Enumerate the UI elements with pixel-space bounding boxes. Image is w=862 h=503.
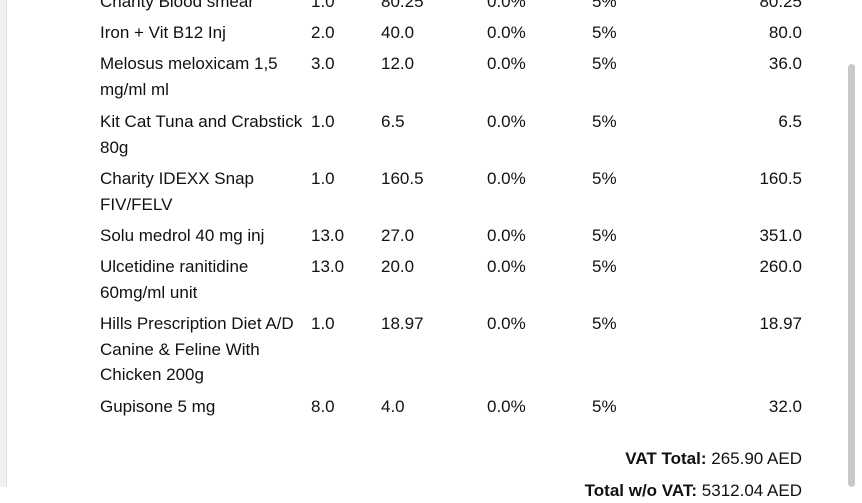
line-total: 260.0 bbox=[759, 257, 802, 276]
unit-price: 6.5 bbox=[381, 112, 405, 131]
total-value: 5312.04 AED bbox=[701, 481, 802, 500]
total-label: Total w/o VAT: bbox=[584, 481, 698, 500]
item-name: Solu medrol 40 mg inj bbox=[100, 226, 265, 245]
unit-price: 4.0 bbox=[381, 397, 405, 416]
total-line: VAT Total: 265.90 AED bbox=[625, 446, 802, 471]
item-name: Charity IDEXX Snap FIV/FELV bbox=[100, 169, 255, 214]
total-value: 265.90 AED bbox=[711, 449, 802, 468]
item-name: Ulcetidine ranitidine 60mg/ml unit bbox=[100, 257, 249, 302]
unit-price: 27.0 bbox=[381, 226, 415, 245]
vat-rate: 5% bbox=[592, 23, 617, 42]
item-name: Gupisone 5 mg bbox=[100, 397, 216, 416]
discount: 0.0% bbox=[487, 23, 526, 42]
item-name: Hills Prescription Diet A/D Canine & Fel… bbox=[100, 314, 294, 384]
line-total: 32.0 bbox=[768, 397, 802, 416]
discount: 0.0% bbox=[487, 314, 526, 333]
unit-price: 80.25 bbox=[381, 0, 424, 11]
vat-rate: 5% bbox=[592, 0, 617, 11]
line-total: 160.5 bbox=[759, 169, 802, 188]
item-name: Iron + Vit B12 Inj bbox=[100, 23, 226, 42]
vat-rate: 5% bbox=[592, 54, 617, 73]
vat-rate: 5% bbox=[592, 169, 617, 188]
discount: 0.0% bbox=[487, 0, 526, 11]
item-name: Kit Cat Tuna and Crabstick 80g bbox=[100, 112, 303, 157]
total-label: VAT Total: bbox=[625, 449, 707, 468]
line-total: 351.0 bbox=[759, 226, 802, 245]
discount: 0.0% bbox=[487, 112, 526, 131]
item-name: Melosus meloxicam 1,5 mg/ml ml bbox=[100, 54, 278, 99]
unit-price: 18.97 bbox=[381, 314, 424, 333]
discount: 0.0% bbox=[487, 397, 526, 416]
scrollbar[interactable] bbox=[848, 64, 855, 487]
quantity: 13.0 bbox=[311, 226, 345, 245]
line-total: 18.97 bbox=[759, 314, 802, 333]
vat-rate: 5% bbox=[592, 257, 617, 276]
vat-rate: 5% bbox=[592, 112, 617, 131]
unit-price: 20.0 bbox=[381, 257, 415, 276]
line-total: 80.0 bbox=[768, 23, 802, 42]
quantity: 8.0 bbox=[311, 397, 335, 416]
line-total: 6.5 bbox=[778, 112, 802, 131]
quantity: 1.0 bbox=[311, 314, 335, 333]
total-line: Total w/o VAT: 5312.04 AED bbox=[585, 478, 802, 503]
unit-price: 160.5 bbox=[381, 169, 424, 188]
quantity: 3.0 bbox=[311, 54, 335, 73]
discount: 0.0% bbox=[487, 54, 526, 73]
quantity: 1.0 bbox=[311, 112, 335, 131]
unit-price: 12.0 bbox=[381, 54, 415, 73]
discount: 0.0% bbox=[487, 169, 526, 188]
line-total: 36.0 bbox=[768, 54, 802, 73]
item-name: Charity Blood smear bbox=[100, 0, 255, 11]
vat-rate: 5% bbox=[592, 226, 617, 245]
line-total: 80.25 bbox=[759, 0, 802, 11]
quantity: 1.0 bbox=[311, 169, 335, 188]
quantity: 1.0 bbox=[311, 0, 335, 11]
quantity: 2.0 bbox=[311, 23, 335, 42]
vat-rate: 5% bbox=[592, 397, 617, 416]
page-edge bbox=[0, 0, 7, 487]
discount: 0.0% bbox=[487, 226, 526, 245]
unit-price: 40.0 bbox=[381, 23, 415, 42]
discount: 0.0% bbox=[487, 257, 526, 276]
vat-rate: 5% bbox=[592, 314, 617, 333]
quantity: 13.0 bbox=[311, 257, 345, 276]
